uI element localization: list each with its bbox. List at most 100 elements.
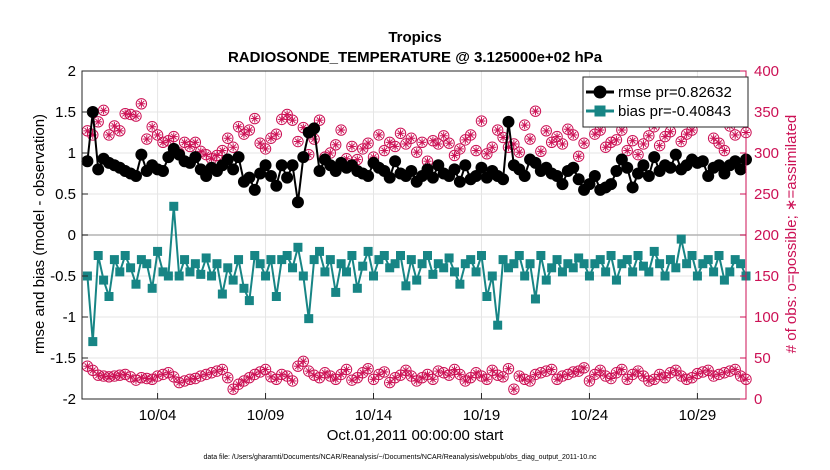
rmse-series [81, 106, 752, 209]
obs-assimilated-marker [169, 132, 178, 141]
legend-bias-marker [594, 105, 606, 117]
bias-marker [433, 259, 443, 269]
obs-possible-marker [297, 355, 310, 367]
obs-possible-marker [610, 134, 623, 146]
obs-assimilated-marker [585, 376, 594, 385]
data-file-footer: data file: /Users/gharamti/Documents/NCA… [203, 454, 597, 461]
obs-assimilated-marker [628, 370, 637, 379]
bias-marker [638, 261, 648, 271]
bias-marker [498, 255, 508, 265]
bias-marker [514, 251, 524, 260]
obs-assimilated-marker [428, 375, 437, 384]
rmse-marker [453, 175, 466, 188]
obs-possible-marker [151, 129, 164, 141]
y-axis-label-right: # of obs: o=possible; ∗=assimilated [783, 115, 800, 354]
y-tick-right-label: 400 [754, 63, 779, 80]
bias-marker [109, 255, 119, 265]
obs-possible-marker [508, 383, 520, 395]
obs-possible-marker [222, 132, 234, 144]
obs-possible-marker [540, 125, 552, 137]
bias-marker [298, 271, 308, 281]
y-tick-left-label: 2 [68, 63, 76, 80]
bias-marker [277, 255, 287, 265]
bias-marker [126, 263, 136, 273]
rmse-marker [383, 171, 396, 184]
bias-marker [174, 271, 184, 281]
bias-marker [147, 283, 157, 293]
bias-marker [428, 269, 438, 279]
obs-possible-marker [578, 362, 590, 374]
obs-possible-marker [729, 129, 741, 141]
obs-assimilated-marker [331, 140, 340, 149]
rmse-marker [637, 159, 650, 172]
bias-marker [271, 292, 281, 301]
obs-possible-marker [389, 140, 401, 153]
bias-marker [574, 253, 584, 263]
obs-assimilated-marker [520, 121, 529, 130]
obs-assimilated-marker [644, 131, 653, 140]
obs-possible-marker [114, 125, 126, 137]
bias-marker [336, 259, 346, 269]
obs-assimilated-marker [547, 365, 556, 374]
obs-assimilated-marker [137, 99, 146, 108]
obs-possible-marker [227, 141, 239, 153]
obs-assimilated-marker [364, 364, 373, 373]
rmse-marker [232, 151, 245, 164]
bias-marker [93, 251, 103, 260]
obs-possible-marker [405, 132, 418, 144]
obs-assimilated-marker [472, 146, 481, 155]
bias-marker [471, 267, 481, 277]
obs-possible-marker [653, 139, 666, 152]
obs-assimilated-marker [380, 146, 389, 155]
obs-assimilated-marker [412, 148, 421, 157]
bias-marker [611, 275, 621, 285]
obs-possible-marker [513, 146, 525, 158]
obs-possible-marker [578, 137, 590, 149]
obs-assimilated-marker [229, 143, 238, 152]
obs-possible-marker [249, 112, 261, 125]
obs-possible-marker [497, 371, 509, 383]
obs-possible-marker [378, 144, 391, 157]
obs-assimilated-marker [515, 148, 524, 157]
rmse-marker [696, 155, 709, 168]
obs-assimilated-marker [504, 364, 513, 373]
legend-rmse-marker [593, 85, 607, 99]
obs-possible-marker [130, 110, 142, 122]
bias-series [82, 201, 751, 347]
obs-assimilated-marker [299, 357, 308, 366]
rmse-marker [610, 165, 623, 178]
rmse-marker [389, 155, 402, 168]
bias-marker [369, 271, 379, 281]
obs-assimilated-marker [461, 376, 470, 385]
bias-marker [736, 259, 746, 269]
obs-assimilated-marker [131, 112, 140, 121]
obs-possible-marker [286, 375, 299, 387]
obs-possible-marker [146, 121, 158, 133]
obs-assimilated-marker [418, 138, 427, 147]
obs-assimilated-marker [731, 365, 740, 374]
obs-possible-marker [346, 140, 358, 153]
obs-assimilated-marker [574, 152, 583, 161]
obs-assimilated-marker [261, 365, 270, 374]
bias-marker [142, 259, 152, 269]
y-tick-left-label: -1 [63, 309, 76, 326]
bias-marker [449, 267, 459, 277]
bias-marker [309, 255, 319, 265]
bias-marker [466, 255, 476, 265]
obs-assimilated-marker [499, 372, 508, 381]
obs-assimilated-marker [482, 149, 491, 158]
bias-marker [104, 292, 114, 301]
obs-possible-marker [232, 121, 245, 133]
y-tick-right-label: 250 [754, 186, 779, 203]
y-tick-left-label: -0.5 [50, 268, 76, 285]
rmse-marker [734, 163, 747, 176]
obs-possible-marker [551, 130, 563, 143]
bias-marker [99, 275, 109, 285]
rmse-marker [308, 122, 321, 135]
bias-marker [476, 251, 486, 260]
bias-marker [682, 259, 692, 269]
rmse-marker [243, 171, 256, 184]
obs-possible-marker [454, 143, 466, 155]
obs-assimilated-marker [439, 131, 448, 140]
rmse-marker [275, 159, 288, 172]
